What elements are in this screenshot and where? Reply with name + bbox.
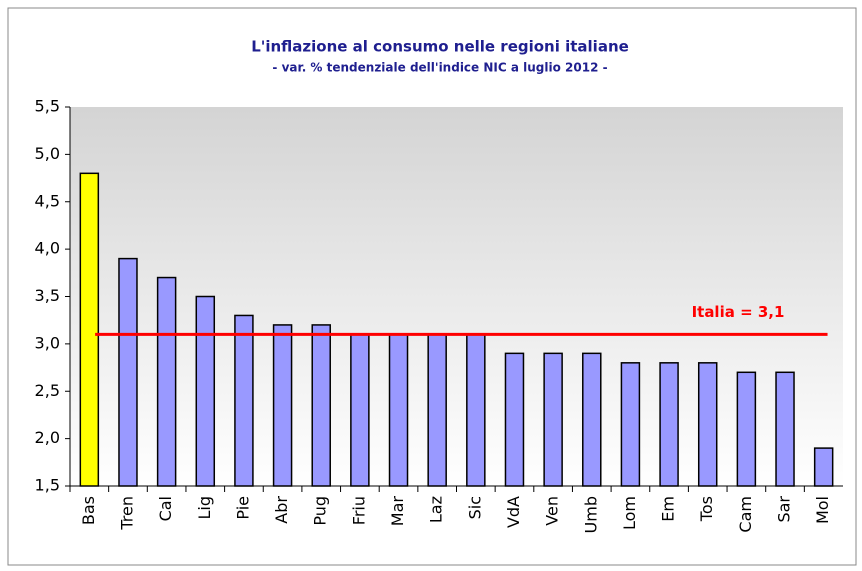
x-tick-label: VdA bbox=[504, 496, 523, 528]
bar bbox=[813, 447, 834, 487]
bar bbox=[466, 333, 486, 487]
x-tick-label: Ven bbox=[543, 496, 562, 526]
bar bbox=[118, 257, 138, 487]
bar bbox=[775, 371, 795, 487]
y-tick-label: 2,0 bbox=[35, 428, 60, 447]
bar bbox=[79, 172, 100, 487]
x-tick-label: Bas bbox=[79, 496, 98, 525]
reference-label: Italia = 3,1 bbox=[692, 303, 785, 321]
bar bbox=[543, 352, 563, 487]
y-tick-label: 3,5 bbox=[35, 286, 60, 305]
x-tick-label: Mol bbox=[813, 496, 832, 524]
y-tick-label: 4,0 bbox=[35, 239, 60, 258]
x-tick-label: Lom bbox=[620, 496, 639, 530]
x-tick-label: Lig bbox=[195, 496, 214, 520]
bar bbox=[156, 276, 177, 487]
x-tick-label: Laz bbox=[427, 496, 446, 523]
y-tick-label: 1,5 bbox=[35, 476, 60, 495]
x-tick-label: Cam bbox=[736, 496, 755, 533]
bar bbox=[582, 352, 602, 487]
y-tick-label: 4,5 bbox=[35, 191, 60, 210]
y-tick-label: 5,5 bbox=[35, 97, 60, 116]
chart-subtitle: - var. % tendenziale dell'indice NIC a l… bbox=[272, 61, 607, 75]
bar bbox=[697, 362, 718, 487]
bar bbox=[234, 314, 254, 487]
bar bbox=[195, 295, 216, 487]
bar bbox=[659, 362, 679, 487]
x-tick-label: Mar bbox=[388, 496, 407, 527]
x-tick-label: Pug bbox=[311, 496, 330, 526]
x-tick-label: Abr bbox=[272, 496, 291, 524]
x-tick-label: Pie bbox=[233, 496, 252, 520]
plot-area bbox=[70, 107, 843, 486]
x-tick-label: Friu bbox=[349, 496, 368, 525]
x-tick-label: Em bbox=[659, 496, 678, 522]
y-tick-label: 3,0 bbox=[35, 333, 60, 352]
bar bbox=[736, 371, 757, 487]
bar bbox=[620, 362, 641, 487]
y-tick-label: 2,5 bbox=[35, 381, 60, 400]
bar bbox=[388, 333, 409, 487]
x-tick-label: Sic bbox=[465, 496, 484, 519]
bar bbox=[272, 324, 293, 487]
bar bbox=[427, 333, 447, 487]
x-tick-label: Cal bbox=[156, 496, 175, 521]
x-tick-label: Tren bbox=[117, 496, 136, 531]
bar bbox=[311, 324, 331, 487]
chart-title: L'inflazione al consumo nelle regioni it… bbox=[251, 38, 629, 56]
bar bbox=[350, 333, 370, 487]
x-tick-label: Sar bbox=[775, 496, 794, 523]
y-tick-label: 5,0 bbox=[35, 144, 60, 163]
bar bbox=[504, 352, 525, 487]
x-tick-label: Umb bbox=[581, 496, 600, 533]
x-tick-label: Tos bbox=[697, 496, 716, 522]
